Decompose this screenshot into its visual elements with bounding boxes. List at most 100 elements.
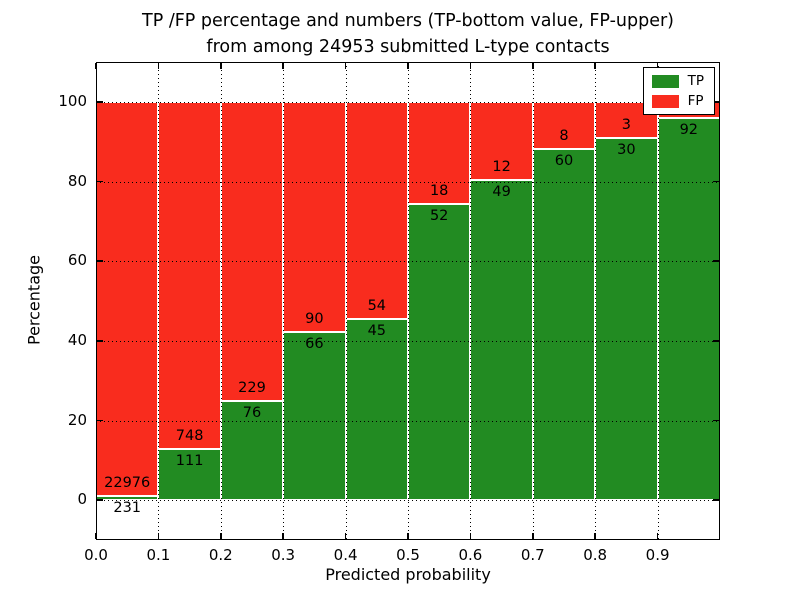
fp-count-label-4: 54 xyxy=(367,297,387,314)
tp-bar-5 xyxy=(408,204,471,501)
fp-legend-swatch-icon xyxy=(651,94,679,108)
legend-item-fp: FP xyxy=(651,93,704,109)
v-gridline-0.8 xyxy=(595,62,597,540)
fp-bar-6 xyxy=(470,101,533,181)
y-tick-right-0 xyxy=(713,499,719,501)
y-tick-label-60: 60 xyxy=(67,251,87,270)
tp-count-label-6: 49 xyxy=(492,184,511,201)
x-tick-top-0.5 xyxy=(407,63,409,69)
x-tick-bottom-0.4 xyxy=(344,533,347,539)
y-tick-right-60 xyxy=(713,260,719,262)
tp-bar-9 xyxy=(657,118,720,501)
x-tick-label-0.1: 0.1 xyxy=(146,546,171,564)
tp-bar-2 xyxy=(220,400,284,501)
x-tick-top-0.3 xyxy=(282,63,284,69)
x-tick-label-0.3: 0.3 xyxy=(271,546,296,564)
x-tick-label-0.5: 0.5 xyxy=(396,546,420,564)
y-tick-right-80 xyxy=(713,180,719,183)
y-tick-left-80 xyxy=(97,180,103,183)
chart-title-line2: from among 24953 submitted L-type contac… xyxy=(206,37,610,57)
y-tick-label-20: 20 xyxy=(67,410,87,429)
tp-count-label-9: 92 xyxy=(679,122,699,139)
legend-item-tp: TP xyxy=(651,73,704,89)
fp-bar-4 xyxy=(345,101,408,319)
y-tick-right-20 xyxy=(713,419,719,422)
x-tick-top-0.7 xyxy=(532,63,534,69)
fp-legend-label: FP xyxy=(687,93,704,109)
x-tick-label-0.8: 0.8 xyxy=(583,546,608,564)
tp-count-label-7: 60 xyxy=(554,152,574,169)
fp-count-label-2: 229 xyxy=(238,379,266,396)
fp-bar-0 xyxy=(96,101,159,497)
fp-count-label-7: 8 xyxy=(559,127,569,144)
y-tick-label-40: 40 xyxy=(67,330,87,349)
y-tick-left-40 xyxy=(97,340,103,342)
bars-layer xyxy=(96,62,720,540)
fp-count-label-5: 18 xyxy=(429,183,449,200)
x-tick-bottom-0.3 xyxy=(282,533,284,539)
x-tick-top-0.6 xyxy=(469,63,472,69)
gridlines-layer xyxy=(96,62,720,540)
tp-bar-4 xyxy=(345,318,408,501)
y-tick-right-40 xyxy=(713,340,719,342)
y-tick-left-60 xyxy=(97,260,103,262)
plot-area: 22976 231 748 111 229 76 90 66 54 45 18 52 12 49 8 60 3 3… xyxy=(95,62,720,540)
x-tick-label-0.4: 0.4 xyxy=(333,546,358,564)
x-tick-top-0.9 xyxy=(656,63,659,69)
tp-count-label-8: 30 xyxy=(617,142,636,159)
v-gridline-0.6 xyxy=(470,62,472,540)
fp-count-label-0: 22976 xyxy=(104,475,151,492)
tp-count-label-5: 52 xyxy=(429,208,449,225)
x-tick-bottom-0.6 xyxy=(469,533,472,539)
fp-bar-1 xyxy=(158,101,221,449)
fp-count-label-8: 3 xyxy=(621,117,632,134)
chart-title-line1: TP /FP percentage and numbers (TP-bottom… xyxy=(142,11,674,31)
y-tick-label-100: 100 xyxy=(58,91,87,110)
v-gridline-0.9 xyxy=(657,62,659,540)
x-axis-label: Predicted probability xyxy=(325,565,491,584)
y-tick-left-100 xyxy=(97,101,103,103)
v-gridline-0.2 xyxy=(220,62,222,540)
bar-annotations-layer: 22976 231 748 111 229 76 90 66 54 45 18 52 12 49 8 60 3 3… xyxy=(96,62,720,540)
tp-bar-8 xyxy=(595,138,658,501)
tp-bar-3 xyxy=(283,331,346,501)
x-tick-bottom-0.1 xyxy=(157,533,160,539)
y-tick-left-20 xyxy=(97,419,103,422)
tp-count-label-0: 231 xyxy=(113,500,142,517)
fp-bar-2 xyxy=(220,101,284,401)
x-tick-bottom-0.9 xyxy=(656,533,659,539)
y-tick-right-100 xyxy=(713,101,719,103)
x-tick-bottom-0.0 xyxy=(95,533,97,539)
x-tick-top-0.0 xyxy=(95,63,97,69)
tp-count-label-1: 111 xyxy=(175,452,204,469)
x-tick-bottom-0.8 xyxy=(594,533,596,539)
y-tick-left-0 xyxy=(97,499,103,501)
x-tick-label-0.6: 0.6 xyxy=(458,546,483,564)
v-gridline-0.3 xyxy=(283,62,285,540)
chart-title: TP /FP percentage and numbers (TP-bottom… xyxy=(48,8,768,60)
x-tick-label-0.2: 0.2 xyxy=(208,546,233,564)
v-gridline-0.4 xyxy=(345,62,347,540)
x-tick-label-0.0: 0.0 xyxy=(84,546,108,564)
fp-count-label-1: 748 xyxy=(175,427,204,444)
v-gridline-0.1 xyxy=(158,62,160,540)
x-tick-top-0.8 xyxy=(594,63,596,69)
v-gridline-0.7 xyxy=(532,62,534,540)
tp-legend-label: TP xyxy=(687,73,704,89)
fp-count-label-3: 90 xyxy=(305,310,324,327)
y-tick-label-0: 0 xyxy=(77,490,87,509)
y-tick-label-80: 80 xyxy=(67,171,87,190)
tp-count-label-2: 76 xyxy=(242,404,262,421)
x-tick-top-0.1 xyxy=(157,63,160,69)
tp-legend-swatch-icon xyxy=(651,74,679,88)
x-tick-top-0.2 xyxy=(220,63,222,69)
tp-count-label-3: 66 xyxy=(305,335,324,352)
x-tick-bottom-0.7 xyxy=(532,533,534,539)
fp-bar-5 xyxy=(408,101,471,205)
v-gridline-0.5 xyxy=(408,62,409,540)
x-tick-bottom-0.5 xyxy=(407,533,409,539)
x-tick-bottom-0.2 xyxy=(220,533,222,539)
x-tick-label-0.7: 0.7 xyxy=(520,546,545,564)
x-tick-label-0.9: 0.9 xyxy=(645,546,670,564)
